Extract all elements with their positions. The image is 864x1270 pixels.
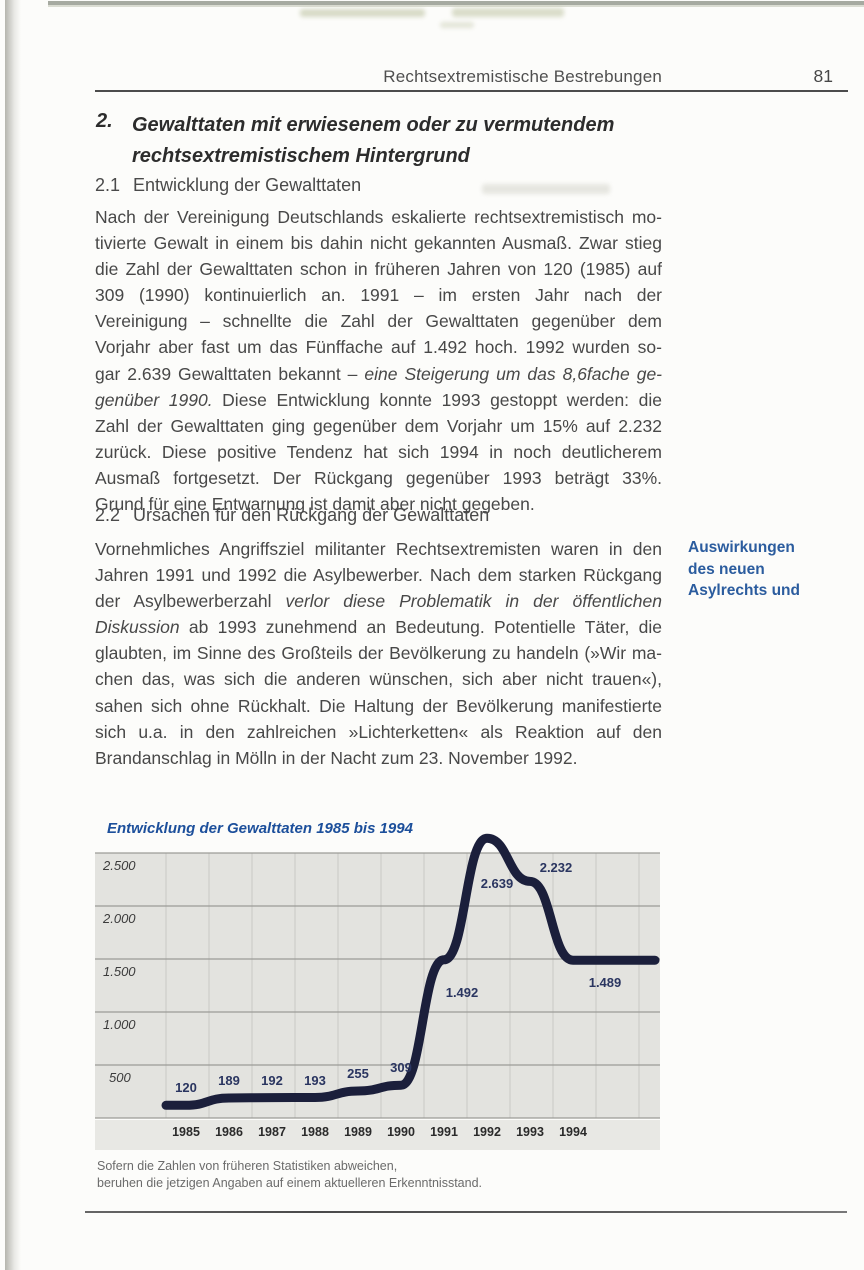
paragraph-line: chen das, was sich die anderen wünschen,… — [95, 669, 662, 690]
chart: 2.500 2.000 1.500 1.000 500 1985 1986 1987 1988 1… — [95, 833, 660, 1150]
subsection-2-1-title: Entwicklung der Gewalttaten — [133, 175, 362, 195]
bleed-through-smudge — [300, 9, 425, 17]
subsection-2-2-title: Ursachen für den Rückgang der Gewalttate… — [133, 505, 490, 525]
bleed-through-smudge — [440, 22, 474, 28]
paragraph-line: Vorjahr aber fast um das Fünffache auf 1… — [95, 337, 662, 358]
paragraph-line: Nach der Vereinigung Deutschlands eskali… — [95, 207, 662, 227]
text-line: Sofern die Zahlen von früheren Statistik… — [97, 1159, 398, 1173]
page-number: 81 — [813, 66, 833, 86]
scan-edge-strip — [48, 1, 864, 5]
text-line: beruhen die jetzigen Angaben auf einem a… — [97, 1176, 482, 1190]
y-axis-label: 2.500 — [103, 858, 136, 873]
section-heading: Gewalttaten mit erwiesenem oder zu vermu… — [132, 110, 672, 172]
paragraph-line: tivierte Gewalt in einem bis dahin nicht… — [95, 233, 662, 254]
paragraph-line: sich u.a. in den zahlreichen »Lichterket… — [95, 721, 662, 742]
x-axis-label: 1986 — [215, 1125, 243, 1139]
data-label: 189 — [218, 1072, 240, 1088]
x-axis-label: 1994 — [559, 1125, 587, 1139]
paragraph-line: gar 2.639 Gewalttaten bekannt – eine Ste… — [95, 363, 662, 384]
x-axis-label: 1985 — [172, 1125, 200, 1139]
paragraph-line: glaubten, im Sinne des Großteils der Bev… — [95, 643, 662, 664]
text-line: des neuen — [688, 560, 765, 578]
section-heading-line1: Gewalttaten mit erwiesenem oder zu vermu… — [132, 114, 615, 136]
chart-footnote: Sofern die Zahlen von früheren Statistik… — [97, 1158, 482, 1192]
paragraph-2-2: Vornehmliches Angriffsziel militanter Re… — [95, 536, 662, 771]
paragraph-2-1: Nach der Vereinigung Deutschlands eskali… — [95, 204, 662, 517]
x-axis-label: 1988 — [301, 1125, 329, 1139]
paragraph-line: zurück. Diese positive Tendenz hat sich … — [95, 441, 662, 462]
section-heading-line2: rechtsextremistischem Hintergrund — [132, 145, 470, 167]
paragraph-line: Vereinigung – schnellte die Zahl der Gew… — [95, 311, 662, 332]
chart-title: Entwicklung der Gewalttaten 1985 bis 199… — [107, 820, 413, 837]
text-line: Asylrechts und — [688, 582, 800, 599]
paragraph-line: Ausmaß fortgesetzt. Der Rückgang gegenüb… — [95, 467, 662, 488]
x-axis-label: 1993 — [516, 1125, 544, 1139]
x-axis-label: 1989 — [344, 1125, 372, 1139]
paragraph-line: genüber 1990. Diese Entwicklung konnte 1… — [95, 389, 662, 410]
data-label: 120 — [175, 1080, 197, 1096]
subsection-2-1-number: 2.1 — [95, 175, 121, 195]
paragraph-line: Jahren 1991 und 1992 die Asylbewerber. N… — [95, 565, 662, 586]
data-label: 192 — [261, 1072, 283, 1088]
subsection-2-1-heading: 2.1 Entwicklung der Gewalttaten — [95, 175, 361, 196]
chart-plot-background — [95, 853, 660, 1118]
y-axis-label: 1.500 — [103, 964, 136, 979]
text-line: Auswirkungen — [688, 539, 795, 556]
data-label: 1.489 — [588, 975, 622, 991]
scan-edge-strip-light — [48, 5, 864, 7]
y-axis-label: 1.000 — [103, 1017, 136, 1032]
paragraph-line: Brandanschlag in Mölln in der Nacht zum … — [95, 747, 578, 768]
paragraph-line: Zahl der Gewalttaten ging gegenüber dem … — [95, 415, 662, 436]
data-label: 309 — [390, 1060, 412, 1076]
chart-x-axis-band — [95, 1120, 660, 1150]
x-axis-label: 1992 — [473, 1125, 501, 1139]
y-axis-label: 500 — [109, 1070, 131, 1085]
paragraph-line: Vornehmliches Angriffsziel militanter Re… — [95, 539, 662, 559]
data-label: 255 — [347, 1065, 369, 1081]
chart-canvas — [95, 833, 660, 1119]
paragraph-line: die Zahl der Gewalttaten schon in früher… — [95, 259, 662, 280]
paragraph-line: sahen sich ohne Rückhalt. Die Haltung de… — [95, 695, 662, 716]
x-axis-label: 1991 — [430, 1125, 458, 1139]
subsection-2-2-heading: 2.2 Ursachen für den Rückgang der Gewaltt… — [95, 505, 489, 526]
page-edge-shadow — [5, 0, 21, 1270]
bottom-rule — [85, 1211, 847, 1213]
paragraph-line: der Asylbewerberzahl verlor diese Proble… — [95, 591, 662, 612]
data-label: 1.492 — [445, 984, 479, 1000]
paragraph-line: 309 (1990) kontinuierlich an. 1991 – im … — [95, 285, 662, 306]
bleed-through-smudge — [482, 184, 610, 194]
x-axis-label: 1990 — [387, 1125, 415, 1139]
margin-note: Auswirkungen des neuen Asylrechts und — [688, 537, 828, 602]
y-axis-label: 2.000 — [103, 911, 136, 926]
data-label: 2.639 — [480, 876, 514, 892]
data-label: 193 — [304, 1072, 326, 1088]
trend-line — [161, 833, 660, 1110]
paragraph-line: Grund für eine Entwarnung ist damit aber… — [95, 494, 535, 515]
subsection-2-2-number: 2.2 — [95, 505, 121, 525]
section-heading-number: 2. — [96, 110, 113, 132]
data-label: 2.232 — [539, 860, 573, 876]
bleed-through-smudge — [452, 8, 564, 17]
running-header-title: Rechtsextremistische Bestrebungen — [383, 67, 662, 86]
paragraph-line: Diskussion ab 1993 zunehmend an Bedeutun… — [95, 617, 662, 638]
x-axis-label: 1987 — [258, 1125, 286, 1139]
header-rule — [95, 90, 848, 92]
